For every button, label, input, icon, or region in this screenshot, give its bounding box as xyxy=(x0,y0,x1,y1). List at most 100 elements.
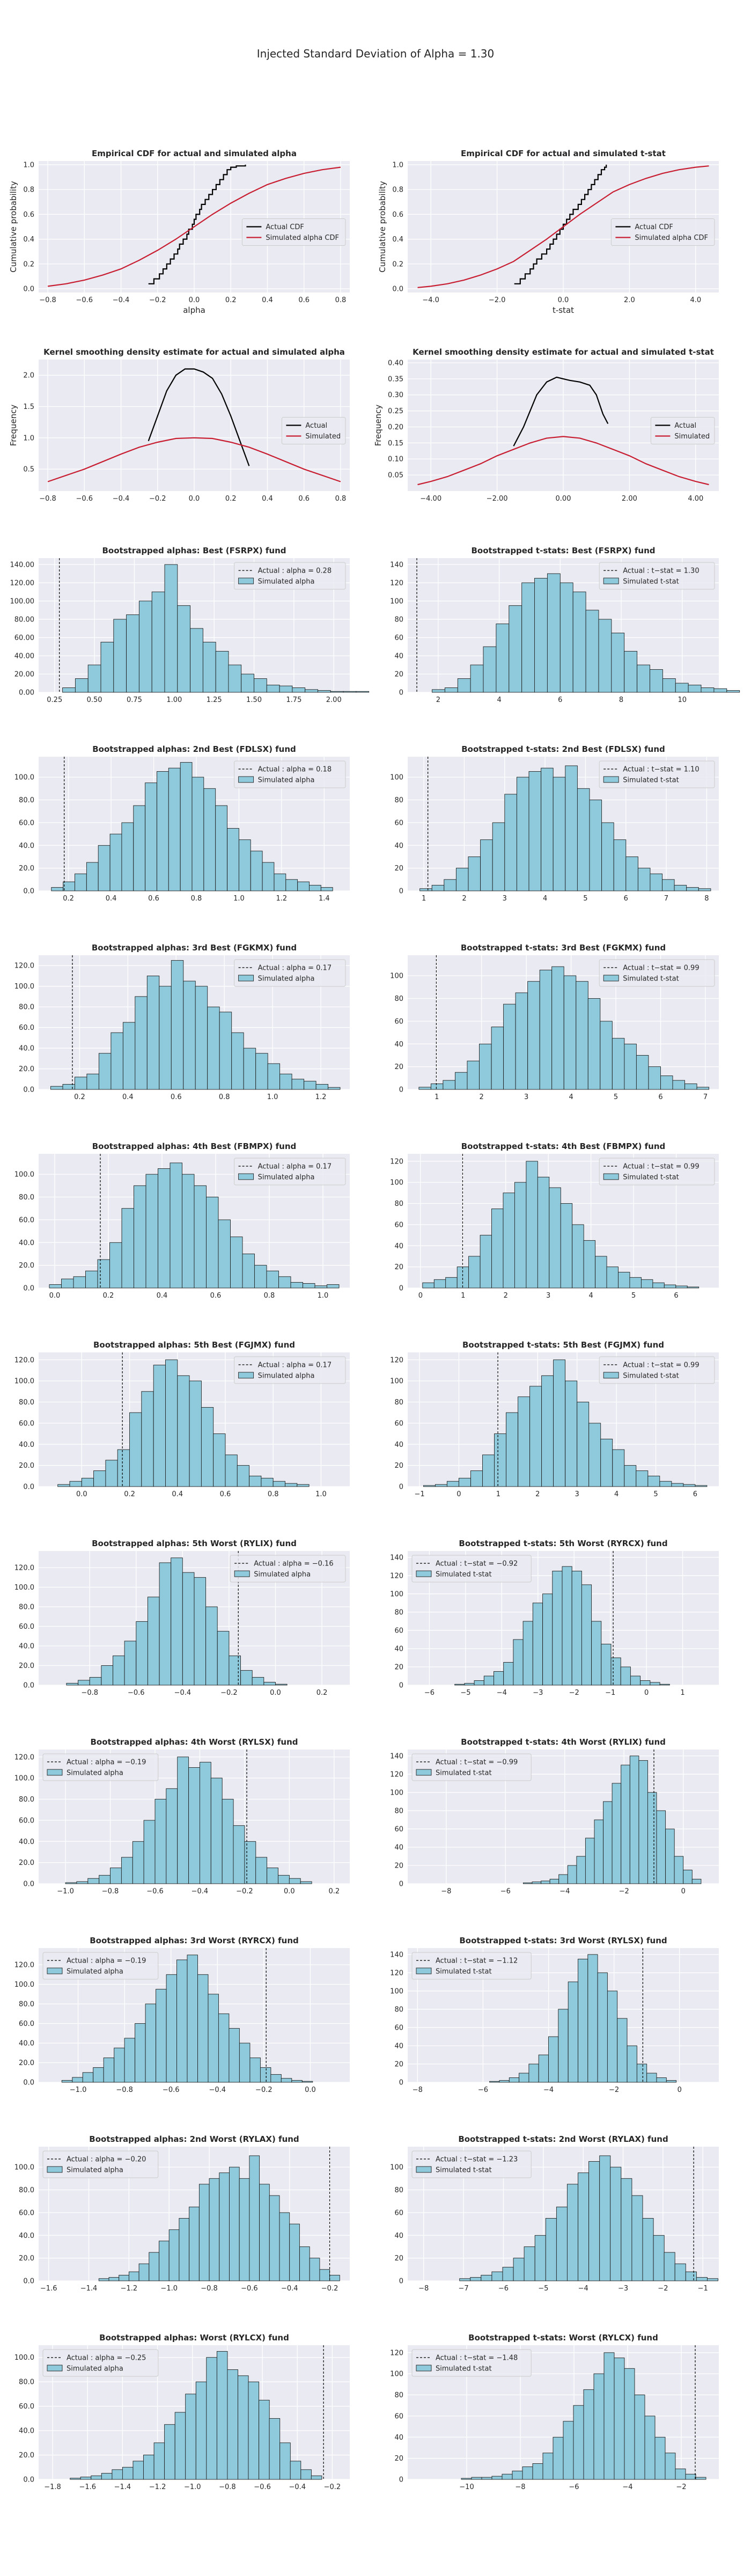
histogram-bar xyxy=(136,1621,148,1686)
histogram-bar xyxy=(532,1882,542,1884)
histogram-bar xyxy=(627,2045,637,2083)
legend-box xyxy=(234,1356,346,1384)
histogram-bar xyxy=(188,1767,200,1884)
legend-label: Actual : t−stat = 0.99 xyxy=(623,964,699,972)
y-tick-label: 120.0 xyxy=(14,962,34,970)
x-tick-label: −1.8 xyxy=(44,2483,61,2491)
y-tick-label: 80.0 xyxy=(19,2186,34,2194)
legend-label: Actual CDF xyxy=(635,223,673,231)
x-tick-label: 0.25 xyxy=(47,696,62,704)
histogram-bar xyxy=(491,2271,503,2281)
histogram-bar xyxy=(166,1788,178,1884)
legend: Actual Simulated xyxy=(281,417,346,444)
histogram-bar xyxy=(275,1684,288,1686)
histogram-bar xyxy=(164,564,178,693)
legend-box xyxy=(42,1753,159,1781)
legend-label: Simulated alpha xyxy=(258,578,315,586)
y-tick-label: 20.0 xyxy=(19,1462,34,1470)
x-tick-label: −4 xyxy=(578,2285,588,2293)
panel-7: 0.0 20.0 40.0 60.0 80.0 100.0 0.2 0.4 0.6 0.8 1.0 1… xyxy=(14,744,350,903)
histogram-bar xyxy=(281,2078,292,2083)
legend: Actual : alpha = 0.17 Simulated alpha xyxy=(234,1356,346,1384)
y-tick-label: 0 xyxy=(399,1483,403,1491)
panel-title: Bootstrapped t-stats: 5th Worst (RYRCX) … xyxy=(459,1539,667,1548)
legend-box xyxy=(411,1555,532,1583)
x-tick-label: −0.2 xyxy=(236,1887,253,1896)
y-tick-label: 0.8 xyxy=(23,186,34,194)
x-tick-label: −0.8 xyxy=(201,2285,218,2293)
histogram-bar xyxy=(556,2206,568,2281)
legend: Actual : alpha = 0.17 Simulated alpha xyxy=(234,959,346,987)
histogram-bar xyxy=(662,678,676,693)
histogram-bar xyxy=(624,1465,637,1487)
histogram-bar xyxy=(259,2399,270,2480)
legend: Actual : alpha = −0.20 Simulated alpha xyxy=(42,2150,159,2178)
legend-patch-swatch xyxy=(603,577,619,584)
x-tick-label: 0.2 xyxy=(74,1093,85,1101)
histogram-bar xyxy=(612,1038,625,1090)
histogram-bar xyxy=(147,1597,160,1686)
y-tick-label: 40 xyxy=(394,1843,403,1851)
x-tick-label: −1.0 xyxy=(57,1887,74,1896)
x-tick-label: −1 xyxy=(414,1490,424,1498)
x-tick-label: −2.0 xyxy=(489,296,506,304)
x-tick-label: 0.00 xyxy=(556,495,571,503)
histogram-bar xyxy=(534,577,548,693)
panel-title: Bootstrapped alphas: 3rd Worst (RYRCX) f… xyxy=(90,1936,299,1945)
x-tick-label: −0.6 xyxy=(128,1689,145,1697)
histogram-bar xyxy=(49,1284,62,1289)
histogram-bar xyxy=(444,687,458,693)
histogram-bar xyxy=(571,1570,582,1686)
histogram-bar xyxy=(565,765,578,891)
legend-label: Simulated t-stat xyxy=(436,2365,492,2373)
histogram-bar xyxy=(227,2369,238,2480)
x-tick-label: 0.0 xyxy=(49,1292,61,1300)
histogram-bar xyxy=(65,1882,77,1884)
legend-box xyxy=(42,1952,159,1980)
histogram-bar xyxy=(518,1396,531,1487)
y-tick-label: 60 xyxy=(394,2412,403,2420)
histogram-bar xyxy=(612,1449,625,1487)
x-tick-label: −0.2 xyxy=(324,2483,341,2491)
x-tick-label: 4 xyxy=(497,696,501,704)
histogram-bar xyxy=(289,2223,300,2281)
histogram-bar xyxy=(126,614,139,693)
histogram-bar xyxy=(274,873,286,891)
histogram-bar xyxy=(455,868,469,891)
histogram-bar xyxy=(86,862,99,891)
x-tick-label: 1.00 xyxy=(166,696,182,704)
y-tick-label: 80.0 xyxy=(19,796,34,804)
histogram-bar xyxy=(674,1856,684,1884)
y-tick-label: 40 xyxy=(394,1441,403,1449)
histogram-bar xyxy=(261,1477,274,1487)
legend-patch-swatch xyxy=(47,2365,63,2372)
histogram-bar xyxy=(515,992,528,1090)
legend-box xyxy=(411,1753,532,1781)
legend-label: Actual : t−stat = −1.48 xyxy=(436,2354,518,2362)
x-tick-label: 7 xyxy=(664,895,668,903)
x-tick-label: 0.0 xyxy=(189,495,200,503)
y-tick-label: 40.0 xyxy=(19,2427,34,2435)
legend-label: Actual : alpha = −0.25 xyxy=(67,2354,146,2362)
legend-label: Actual : t−stat = 1.30 xyxy=(623,567,699,575)
legend: Actual : t−stat = 0.99 Simulated t-stat xyxy=(599,1356,715,1384)
histogram-bar xyxy=(149,2252,159,2281)
histogram-bar xyxy=(516,777,529,891)
panel-16: 0 20 40 60 80 100 120 140 −6 −5 −4 −3 −2 −1 0 1 Bootstra… xyxy=(390,1539,719,1697)
histogram-bar xyxy=(203,788,216,891)
histogram-bar xyxy=(572,591,586,693)
panel-12: 0 20 40 60 80 100 120 0 1 2 3 4 5 6 Bootstrapped t-sta… xyxy=(390,1141,719,1300)
histogram-bar xyxy=(241,674,254,693)
x-tick-label: 3 xyxy=(503,895,507,903)
histogram-bar xyxy=(239,2043,251,2083)
histogram-bar xyxy=(489,2081,500,2083)
histogram-bar xyxy=(250,851,263,891)
x-tick-label: 1.2 xyxy=(276,895,288,903)
y-tick-label: 80 xyxy=(394,2186,403,2194)
histogram-bar xyxy=(168,767,181,891)
y-tick-label: 60.0 xyxy=(19,1817,34,1825)
histogram-bar xyxy=(101,1665,113,1686)
histogram-bar xyxy=(98,845,111,891)
histogram-bar xyxy=(665,1828,675,1884)
x-tick-label: 0 xyxy=(457,1490,461,1498)
